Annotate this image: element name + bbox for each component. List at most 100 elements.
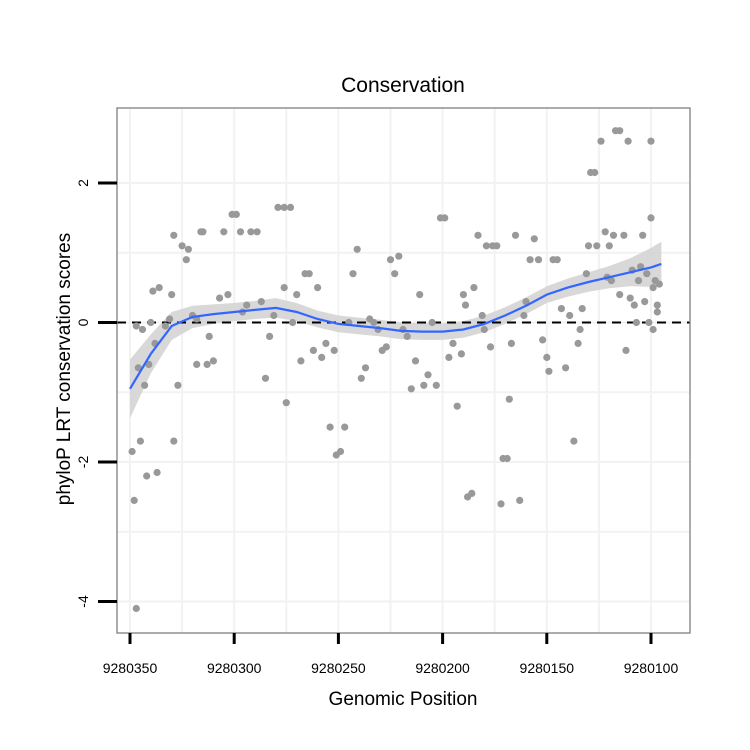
data-point	[395, 252, 403, 260]
points-layer	[128, 127, 663, 613]
data-point	[161, 322, 169, 330]
data-point	[428, 318, 436, 327]
data-point	[432, 381, 440, 389]
x-axis: 9280350 9280300 9280250 9280200 9280150 92801…	[103, 633, 678, 676]
data-point	[224, 291, 232, 299]
data-point	[647, 137, 655, 145]
data-point	[574, 339, 582, 347]
data-point	[616, 127, 624, 135]
data-point	[130, 496, 138, 504]
y-axis: -4 -2 0 2	[75, 179, 117, 608]
data-point	[168, 291, 176, 299]
data-point	[461, 301, 470, 309]
data-point	[503, 454, 511, 463]
data-point	[530, 235, 538, 243]
data-point	[349, 270, 357, 278]
data-point	[582, 270, 591, 278]
data-point	[647, 214, 655, 222]
data-point	[289, 318, 297, 327]
data-point	[497, 500, 505, 508]
data-point	[382, 343, 390, 351]
data-point	[141, 381, 149, 389]
data-point	[153, 468, 161, 477]
y-tick-label: 2	[75, 179, 91, 187]
data-point	[482, 242, 490, 250]
data-point	[624, 137, 632, 145]
data-point	[649, 325, 657, 334]
data-point	[361, 364, 370, 372]
data-point	[516, 496, 524, 504]
data-point	[274, 203, 282, 211]
data-point	[543, 353, 551, 361]
data-point	[584, 242, 593, 250]
data-point	[534, 256, 543, 264]
data-point	[266, 332, 274, 340]
data-point	[128, 447, 136, 456]
data-point	[314, 284, 322, 292]
x-tick-label: 9280250	[311, 660, 366, 676]
data-point	[507, 339, 515, 347]
data-point	[282, 399, 290, 407]
data-point	[134, 364, 142, 372]
data-point	[205, 332, 213, 340]
data-point	[643, 270, 651, 278]
data-point	[209, 357, 217, 365]
data-point	[597, 137, 605, 145]
data-point	[341, 423, 349, 431]
data-point	[309, 346, 317, 354]
data-point	[293, 291, 301, 299]
data-point	[616, 291, 624, 299]
y-tick-label: -2	[75, 456, 91, 469]
data-point	[651, 277, 659, 285]
data-point	[326, 423, 334, 431]
data-point	[184, 245, 192, 253]
data-point	[236, 228, 245, 236]
x-tick-label: 9280300	[207, 660, 262, 676]
data-point	[632, 318, 641, 327]
data-point	[143, 472, 151, 480]
data-point	[545, 367, 553, 375]
data-point	[336, 447, 345, 456]
data-point	[411, 357, 420, 365]
x-tick-label: 9280150	[520, 660, 575, 676]
data-point	[216, 294, 224, 302]
x-tick-label: 9280200	[415, 660, 470, 676]
data-point	[170, 231, 178, 239]
data-point	[132, 322, 140, 330]
data-point	[132, 604, 140, 613]
data-point	[424, 371, 432, 379]
data-point	[445, 353, 453, 361]
data-point	[247, 228, 255, 236]
data-point	[407, 385, 415, 393]
data-point	[607, 277, 616, 285]
data-point	[416, 291, 424, 299]
data-point	[203, 360, 211, 368]
data-point	[630, 301, 638, 309]
data-point	[232, 210, 240, 218]
data-point	[136, 437, 144, 445]
data-point	[562, 364, 570, 372]
data-point	[178, 242, 186, 250]
data-point	[609, 231, 618, 239]
y-tick-label: 0	[75, 318, 91, 326]
panel-border	[116, 107, 691, 634]
data-point	[626, 294, 634, 302]
data-point	[170, 437, 178, 445]
data-point	[505, 395, 513, 403]
data-point	[511, 231, 520, 239]
data-point	[593, 242, 601, 250]
data-point	[403, 332, 411, 340]
data-point	[493, 242, 501, 250]
data-point	[286, 203, 295, 211]
data-point	[557, 305, 566, 313]
data-point	[182, 256, 190, 264]
data-point	[620, 231, 628, 239]
y-tick-label: -4	[75, 595, 91, 608]
data-point	[474, 231, 482, 239]
data-point	[459, 291, 467, 299]
data-point	[257, 298, 265, 306]
data-point	[166, 315, 174, 323]
data-point	[280, 284, 288, 292]
